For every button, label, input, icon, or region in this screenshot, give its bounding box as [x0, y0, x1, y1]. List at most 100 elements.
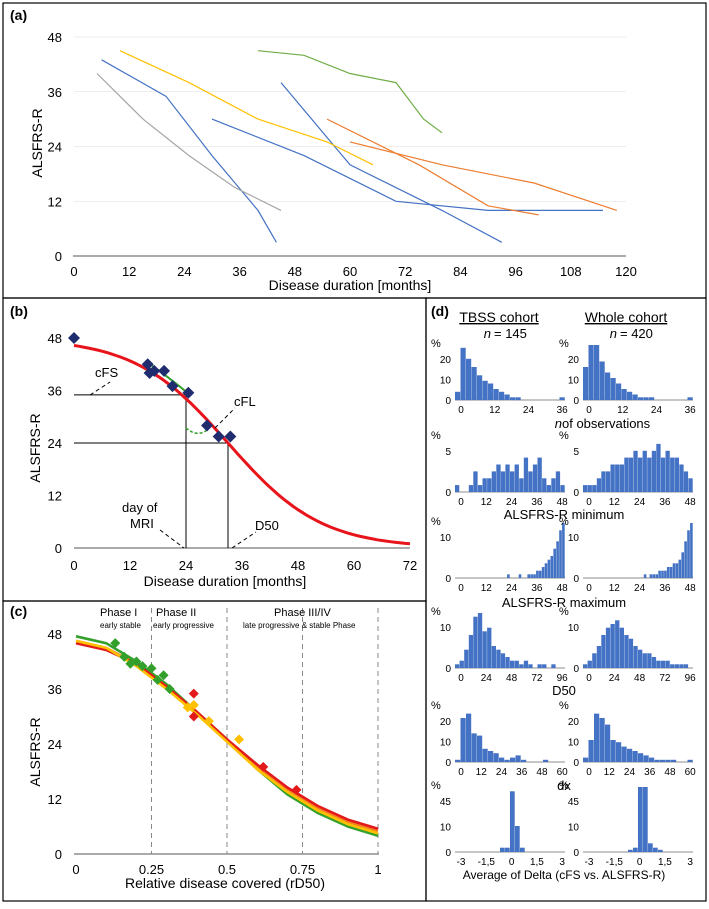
hist-xtick: 36	[685, 405, 697, 416]
hist-bar	[510, 397, 516, 401]
yellow-fit-curve	[75, 639, 379, 835]
hist-bar	[510, 791, 515, 852]
trajectory-line	[349, 141, 617, 211]
hist-bar	[477, 375, 483, 401]
hist-bar	[666, 567, 670, 578]
panel-b-ytick: 48	[48, 331, 62, 346]
hist-bar	[687, 397, 693, 401]
hist-ytick: 0	[573, 758, 579, 769]
hist-bar	[605, 627, 611, 668]
hist-bar	[559, 397, 565, 401]
hist-bar	[675, 563, 679, 578]
phase-2-title: Phase II	[156, 607, 196, 619]
hist-xtick: 0	[458, 497, 464, 508]
panel-a-ytick: 36	[48, 85, 62, 100]
hist-bar	[679, 664, 684, 668]
hist-bar	[627, 391, 633, 401]
hist-bar	[632, 751, 638, 762]
hist-ytick: 10	[568, 738, 580, 749]
panel-a: (a) ALSFRS-R Disease duration [months] 0…	[10, 7, 637, 293]
hist-bar	[551, 664, 556, 668]
hist-xtick: 48	[664, 767, 676, 778]
observation-point	[68, 332, 80, 344]
hist-bar	[588, 740, 594, 762]
hist-bar	[679, 464, 684, 492]
hist-bar	[515, 755, 521, 762]
hist-bar	[455, 485, 460, 492]
hist-bar	[648, 843, 653, 852]
observation-point	[201, 419, 213, 432]
hist-bar	[649, 757, 655, 762]
panel-c-frame	[2, 600, 427, 902]
panel-a-xtick: 108	[560, 264, 582, 279]
hist-ytick: 10	[440, 533, 452, 544]
hist-bar	[661, 570, 664, 578]
hist-xtick: 72	[531, 673, 543, 684]
panel-b-ylabel: ALSFRS-R	[27, 413, 43, 482]
trajectory-line	[119, 50, 374, 166]
hist-xtick: 12	[489, 405, 501, 416]
hist-ytick: 10	[440, 738, 452, 749]
hist-bar	[596, 646, 602, 668]
panel-a-xtick: 120	[615, 264, 637, 279]
hist-bar	[473, 471, 478, 492]
hist-bar	[505, 464, 510, 492]
hist-ytick: 10	[568, 533, 580, 544]
hist-bar	[633, 847, 638, 852]
hist-bar	[654, 759, 660, 762]
hist-bar	[674, 664, 679, 668]
hist-bar	[530, 574, 533, 578]
row6-label: Average of Delta (cFS vs. ALSFRS-R)	[463, 868, 666, 882]
hist-ytick: 10	[440, 823, 452, 834]
hist-bar	[488, 383, 494, 400]
hist-bar	[621, 389, 627, 400]
hist-xtick: 24	[523, 405, 535, 416]
patient-point	[110, 638, 121, 649]
hist-pct-label: %	[431, 430, 441, 442]
panel-b-ytick: 24	[48, 436, 62, 451]
hist-bar	[523, 660, 529, 668]
hist-xtick: 1,5	[658, 857, 672, 868]
hist-pct-label: %	[559, 516, 569, 528]
panel-d-label: (d)	[431, 303, 449, 319]
hist-ytick: 0	[573, 396, 579, 407]
panel-a-xtick: 24	[177, 264, 191, 279]
hist-bar	[656, 443, 661, 492]
hist-bar	[532, 464, 538, 492]
sigmoid-fit-curve	[73, 344, 411, 546]
hist-xtick: 12	[481, 583, 493, 594]
hist-bar	[605, 724, 611, 762]
panel-c-xtick: 0.75	[290, 862, 315, 877]
hist-bar	[491, 646, 496, 668]
hist-bar	[599, 361, 605, 400]
panel-a-xtick: 0	[70, 264, 77, 279]
panel-a-label: (a)	[10, 7, 27, 23]
hist-pct-label: %	[559, 338, 569, 350]
panel-a-ylabel: ALSFRS-R	[29, 108, 45, 177]
hist-bar	[553, 548, 556, 578]
hist-xtick: 0	[586, 767, 592, 778]
hist-bar	[555, 471, 561, 492]
hist-bar	[583, 664, 588, 668]
hist-xtick: 24	[609, 673, 621, 684]
hist-xtick: 12	[476, 767, 488, 778]
hist-bar	[605, 372, 611, 400]
panel-a-xtick: 12	[122, 264, 136, 279]
hist-bar	[537, 457, 542, 492]
hist-xtick: 0	[586, 673, 592, 684]
hist-bar	[556, 541, 559, 578]
panel-b-frame	[2, 297, 427, 602]
hist-bar	[515, 397, 521, 401]
hist-bar	[550, 556, 554, 578]
hist-bar	[638, 397, 644, 401]
panel-c-label: (c)	[10, 603, 27, 619]
hist-ytick: 5	[573, 447, 579, 458]
hist-bar	[594, 713, 600, 762]
patient-point	[203, 716, 214, 727]
panel-c-ytick: 12	[48, 792, 62, 807]
hist-bar	[473, 616, 478, 668]
hist-bar	[528, 664, 533, 668]
hist-bar	[499, 391, 505, 401]
hist-bar	[628, 457, 634, 492]
